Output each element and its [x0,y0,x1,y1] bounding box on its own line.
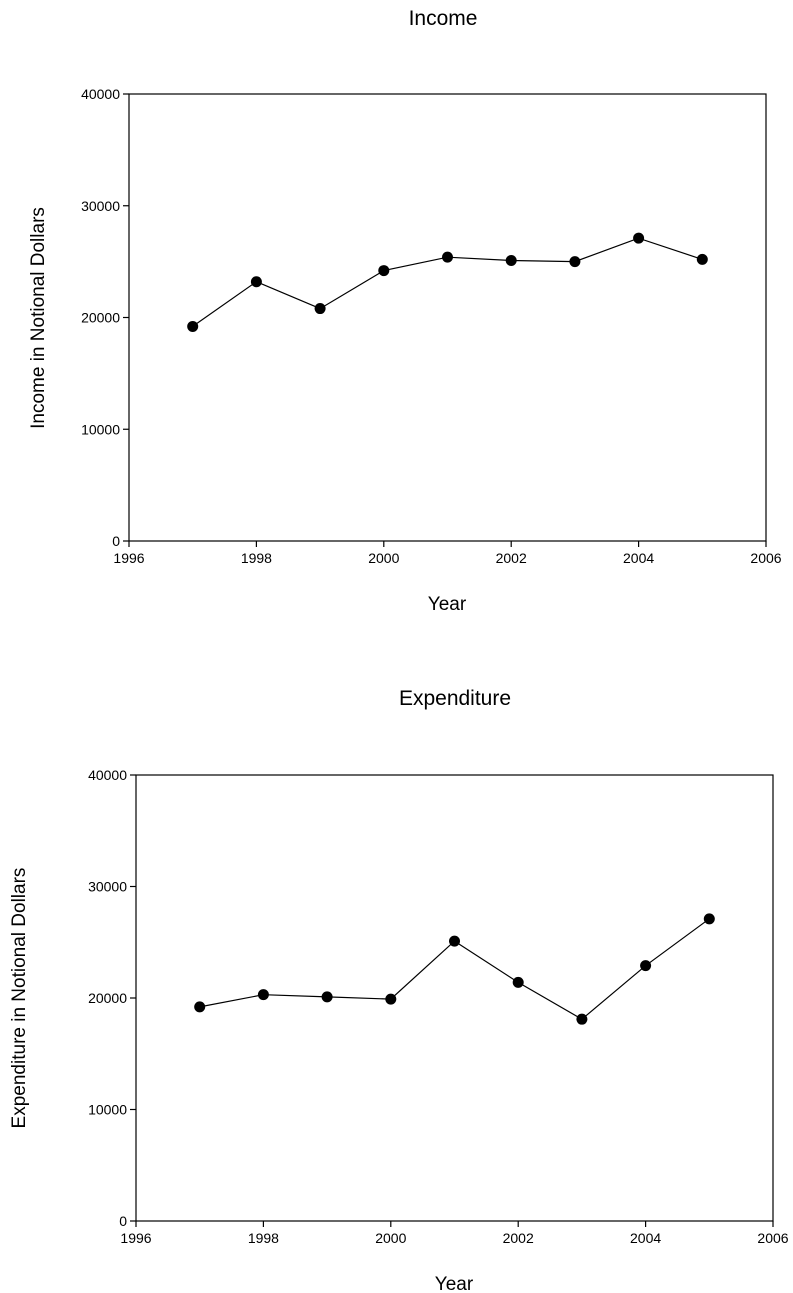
income-x-axis-label: Year [428,594,467,615]
income-y-tick-label: 30000 [81,198,120,214]
income-chart-title: Income [409,7,478,30]
expenditure-y-tick-label: 40000 [88,767,127,783]
income-series-line [192,237,703,327]
expenditure-plot-frame [135,774,774,1222]
expenditure-y-tick-label: 30000 [88,879,127,895]
expenditure-x-tick-label: 2006 [757,1230,788,1246]
income-x-tick-label: 2002 [496,550,527,566]
expenditure-data-point [449,935,460,947]
expenditure-data-point [640,960,652,972]
expenditure-y-axis-label: Expenditure in Notional Dollars [9,868,30,1129]
expenditure-x-axis-label: Year [435,1274,474,1293]
income-data-point [569,256,581,268]
income-x-tick-label: 2006 [750,550,781,566]
income-tick-labels: 1996 1998 2000 2002 2004 2006 0 10000 20000 30000… [81,86,782,566]
expenditure-data-point [194,1001,206,1013]
expenditure-y-tick-label: 20000 [88,990,127,1006]
income-ticks [123,93,767,547]
income-y-tick-label: 0 [112,533,120,549]
expenditure-chart-title: Expenditure [399,687,511,710]
income-plot-frame [128,93,767,542]
expenditure-x-tick-label: 2002 [503,1230,534,1246]
expenditure-x-tick-label: 1998 [248,1230,279,1246]
expenditure-data-point [703,913,715,925]
income-x-tick-label: 1996 [113,550,144,566]
income-y-axis-label: Income in Notional Dollars [28,207,49,429]
income-chart: Income 1996 1998 2000 2002 2004 2006 0 10000 200… [28,7,782,615]
income-data-point [633,232,645,244]
expenditure-data-point [576,1013,588,1025]
expenditure-data-point [385,993,397,1005]
expenditure-data-point [512,976,524,988]
expenditure-x-tick-label: 2004 [630,1230,661,1246]
expenditure-ticks [130,774,774,1227]
income-x-tick-label: 2000 [368,550,399,566]
expenditure-data-point [321,991,333,1003]
income-y-tick-label: 10000 [81,421,120,437]
expenditure-tick-labels: 1996 1998 2000 2002 2004 2006 0 10000 20000 30000… [88,767,789,1246]
income-data-point [250,276,262,288]
expenditure-x-tick-label: 2000 [375,1230,406,1246]
expenditure-y-tick-label: 0 [119,1213,127,1229]
income-data-point [378,265,390,277]
expenditure-series-line [199,918,710,1020]
income-y-tick-label: 40000 [81,86,120,102]
expenditure-chart: Expenditure 1996 1998 2000 2002 2004 2006 0 100… [9,687,789,1293]
income-x-tick-label: 2004 [623,550,654,566]
income-data-point [442,251,453,263]
expenditure-x-tick-label: 1996 [120,1230,151,1246]
income-data-point [187,320,199,332]
income-data-point [314,303,326,315]
income-data-point [505,255,517,267]
expenditure-y-tick-label: 10000 [88,1102,127,1118]
income-markers [187,232,708,332]
expenditure-markers [194,913,715,1025]
income-data-point [696,253,708,265]
income-x-tick-label: 1998 [241,550,272,566]
expenditure-data-point [257,989,269,1001]
income-y-tick-label: 20000 [81,310,120,326]
